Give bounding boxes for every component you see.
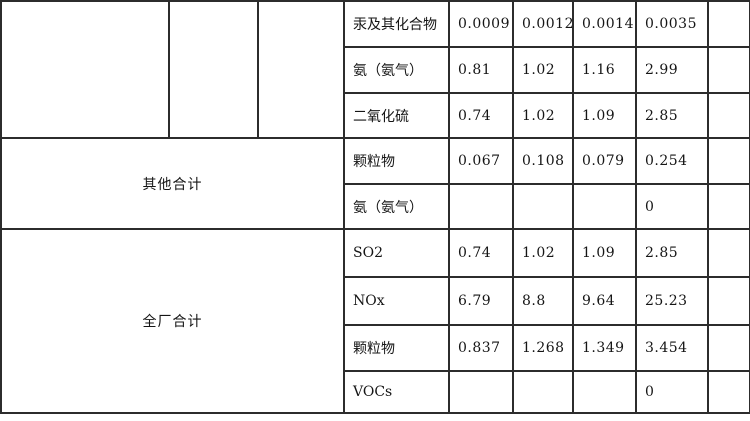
- value-cell: 2.99: [635, 46, 709, 94]
- value-cell: [448, 370, 514, 414]
- pollutant-name-cell: 颗粒物: [343, 137, 450, 185]
- value-cell: 0.837: [448, 324, 514, 372]
- value-cell: 0.108: [512, 137, 574, 185]
- value-cell: 0.0035: [635, 0, 709, 48]
- trailing-empty-cell: [707, 183, 750, 230]
- value-cell: 2.85: [635, 92, 709, 139]
- group-total-cell: 其他合计: [0, 137, 345, 230]
- value-cell: 25.23: [635, 276, 709, 326]
- table-row: 全厂合计 SO2 0.74 1.02 1.09 2.85: [0, 228, 750, 414]
- left-continuation-cell: [257, 0, 345, 139]
- value-cell: [572, 183, 637, 230]
- value-cell: 8.8: [512, 276, 574, 326]
- value-cell: [512, 183, 574, 230]
- value-cell: 0.079: [572, 137, 637, 185]
- trailing-empty-cell: [707, 228, 750, 278]
- value-cell: 0.0014: [572, 0, 637, 48]
- value-cell: 1.268: [512, 324, 574, 372]
- trailing-empty-cell: [707, 46, 750, 94]
- value-cell: 6.79: [448, 276, 514, 326]
- pollutant-name-cell: NOx: [343, 276, 450, 326]
- value-cell: 1.16: [572, 46, 637, 94]
- value-cell: 0.74: [448, 92, 514, 139]
- value-cell: 1.02: [512, 228, 574, 278]
- value-cell: 1.09: [572, 228, 637, 278]
- pollutant-name-cell: 二氧化硫: [343, 92, 450, 139]
- value-cell: 1.09: [572, 92, 637, 139]
- table-row: NOx 6.79 8.8 9.64 25.23: [1, 276, 750, 326]
- value-cell: 1.02: [512, 46, 574, 94]
- value-cell: [512, 370, 574, 414]
- value-cell: 3.454: [635, 324, 709, 372]
- table-row: 汞及其化合物 0.0009 0.0012 0.0014 0.0035: [0, 0, 750, 139]
- value-cell: 0.74: [448, 228, 514, 278]
- value-cell: 0: [635, 370, 709, 414]
- pollutant-name-cell: 氨（氨气）: [343, 46, 450, 94]
- pollutant-name-cell: 颗粒物: [343, 324, 450, 372]
- table-row: 氨（氨气） 0: [1, 183, 750, 230]
- table-row: 颗粒物 0.837 1.268 1.349 3.454: [1, 324, 750, 372]
- value-cell: 0.0009: [448, 0, 514, 48]
- table-row: 氨（氨气） 0.81 1.02 1.16 2.99: [1, 46, 750, 94]
- pollutant-name-cell: 汞及其化合物: [343, 0, 450, 48]
- value-cell: [448, 183, 514, 230]
- trailing-empty-cell: [707, 370, 750, 414]
- trailing-empty-cell: [707, 137, 750, 185]
- value-cell: 0: [635, 183, 709, 230]
- value-cell: 0.81: [448, 46, 514, 94]
- value-cell: 9.64: [572, 276, 637, 326]
- value-cell: 1.349: [572, 324, 637, 372]
- left-continuation-cell: [168, 0, 259, 139]
- trailing-empty-cell: [707, 324, 750, 372]
- left-continuation-cell: [0, 0, 170, 139]
- trailing-empty-cell: [707, 276, 750, 326]
- pollutant-name-cell: SO2: [343, 228, 450, 278]
- group-total-cell: 全厂合计: [0, 228, 345, 414]
- pollutant-name-cell: VOCs: [343, 370, 450, 414]
- value-cell: 0.254: [635, 137, 709, 185]
- pollutant-name-cell: 氨（氨气）: [343, 183, 450, 230]
- value-cell: 0.0012: [512, 0, 574, 48]
- trailing-empty-cell: [707, 0, 750, 48]
- table-row: 其他合计 颗粒物 0.067 0.108 0.079 0.254: [0, 137, 750, 230]
- table-row: 二氧化硫 0.74 1.02 1.09 2.85: [1, 92, 750, 139]
- value-cell: [572, 370, 637, 414]
- page-bottom-edge: [0, 418, 750, 421]
- table-row: VOCs 0: [1, 370, 750, 414]
- value-cell: 1.02: [512, 92, 574, 139]
- value-cell: 0.067: [448, 137, 514, 185]
- value-cell: 2.85: [635, 228, 709, 278]
- trailing-empty-cell: [707, 92, 750, 139]
